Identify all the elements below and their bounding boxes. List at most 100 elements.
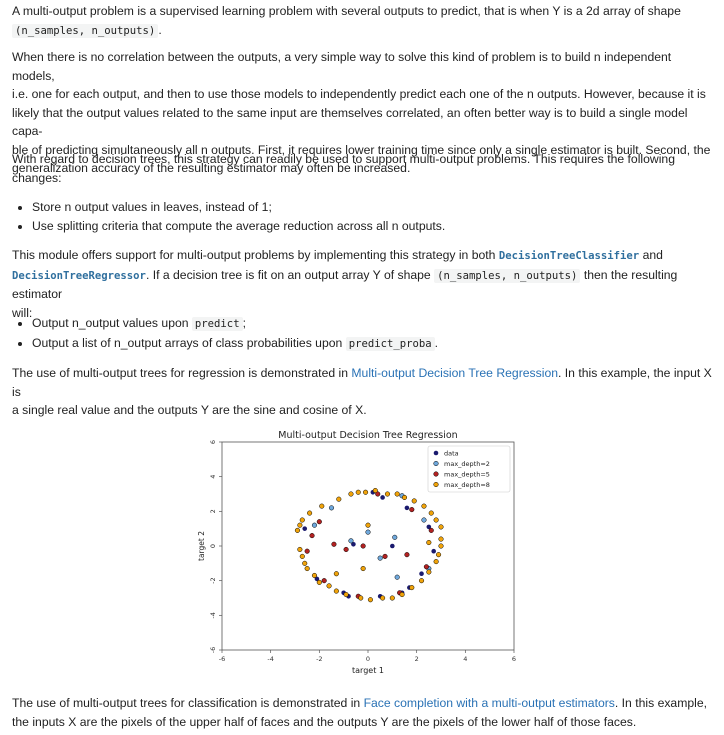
scatter-point <box>428 527 434 533</box>
scatter-point <box>426 569 432 575</box>
scatter-point <box>326 583 332 589</box>
text-line: generalization accuracy of the resulting… <box>12 161 411 175</box>
y-tick-label: -2 <box>209 577 217 583</box>
scatter-point <box>438 543 444 549</box>
y-axis-label: target 2 <box>197 531 206 561</box>
scatter-point <box>394 491 400 497</box>
paragraph-text: . If a decision tree is fit on an output… <box>145 267 431 282</box>
x-tick-label: 0 <box>366 655 370 663</box>
y-tick-label: -6 <box>209 647 217 653</box>
legend-marker <box>433 471 439 477</box>
x-tick-label: -4 <box>267 655 273 663</box>
legend-box <box>427 445 511 493</box>
y-tick-label: 6 <box>209 440 217 444</box>
scatter-point <box>411 498 417 504</box>
list-item: Store n output values in leaves, instead… <box>32 198 714 217</box>
scatter-point <box>426 539 432 546</box>
scatter-point <box>389 595 395 601</box>
paragraph-text: . In this example, <box>614 696 708 710</box>
text-line: i.e. one for each output, and then to us… <box>12 87 706 101</box>
scatter-point <box>360 565 366 572</box>
paragraph-text: then the resulting estimator <box>12 267 678 302</box>
scatter-point <box>421 503 427 509</box>
scatter-point <box>419 571 424 577</box>
paragraph-text: The use of multi-output trees for regres… <box>12 366 348 380</box>
scatter-point <box>331 541 337 547</box>
legend-label: max_depth=5 <box>444 471 490 479</box>
scatter-point <box>433 517 439 523</box>
paragraph-text: and <box>642 248 663 262</box>
paragraph-classification-example: The use of multi-output trees for classi… <box>12 694 714 731</box>
chart-legend: data max_depth=2 max_depth=5 max_depth=8 <box>427 445 511 493</box>
scatter-point <box>294 527 300 533</box>
scatter-point <box>423 564 429 570</box>
scatter-point <box>390 543 395 549</box>
scatter-point <box>394 574 400 580</box>
scatter-point <box>360 543 366 549</box>
legend-label: data <box>444 450 459 458</box>
face-completion-link[interactable]: Face completion with a multi-output esti… <box>363 696 615 710</box>
multi-output-regression-link[interactable]: Multi-output Decision Tree Regression <box>351 366 558 380</box>
text-line: changes: <box>12 170 62 185</box>
scatter-point <box>299 553 305 559</box>
paragraph-text: . In this example, the input X is <box>12 366 712 399</box>
scatter-point <box>418 578 425 584</box>
paragraph-text: A multi-output problem is a supervised l… <box>12 4 681 18</box>
scatter-point <box>384 491 391 497</box>
scatter-point <box>438 524 444 530</box>
scatter-point <box>302 526 308 531</box>
x-tick-label: 6 <box>512 655 516 663</box>
inline-code: (n_samples, n_outputs) <box>434 268 581 283</box>
y-tick-label: 4 <box>209 475 217 479</box>
scatter-point <box>380 595 386 601</box>
scatter-point <box>380 495 385 500</box>
text-line: a single real value and the outputs Y ar… <box>12 403 367 417</box>
text-line: the inputs X are the pixels of the upper… <box>12 714 637 729</box>
scatter-point <box>399 591 405 598</box>
punctuation: . <box>434 335 438 350</box>
scatter-point <box>333 571 339 577</box>
x-tick-label: 4 <box>463 655 467 663</box>
y-tick-label: -4 <box>209 612 217 618</box>
paragraph-text: This module offers support for multi-out… <box>12 248 496 262</box>
scatter-point <box>351 541 356 547</box>
text-line: When there is no correlation between the… <box>12 50 672 83</box>
x-tick-label: -6 <box>219 655 225 663</box>
inline-code: predict <box>191 317 243 331</box>
scatter-point <box>297 522 303 528</box>
list-item: Use splitting criteria that compute the … <box>32 217 714 236</box>
list-item: Output n_output values upon predict; <box>32 314 714 334</box>
text-line: ble of predicting simultaneously all n o… <box>12 142 711 157</box>
legend-marker <box>433 460 439 467</box>
scatter-point <box>321 578 327 584</box>
scatter-point <box>304 565 310 572</box>
list-item-text: Output n_output values upon <box>32 316 189 330</box>
scatter-point <box>328 505 335 511</box>
scatter-point <box>438 536 444 542</box>
paragraph-decision-trees: With regard to decision trees, this stra… <box>12 150 714 187</box>
scatter-point <box>377 555 383 561</box>
scatter-point <box>428 510 434 516</box>
x-axis-label: target 1 <box>352 666 384 675</box>
scatter-point <box>382 553 388 559</box>
scatter-point <box>358 595 364 601</box>
paragraph-regression-example: The use of multi-output trees for regres… <box>12 364 714 420</box>
scatter-point <box>409 507 415 513</box>
scatter-point <box>365 529 371 535</box>
scatter-point <box>404 505 410 511</box>
scatter-point <box>372 487 378 494</box>
scatter-chart: Multi-output Decision Tree Regression -6… <box>197 430 516 675</box>
legend-marker <box>433 450 439 456</box>
scatter-point <box>436 552 442 558</box>
text-line: likely that the output values related to… <box>12 105 688 139</box>
paragraph-intro: A multi-output problem is a supervised l… <box>12 2 714 40</box>
scatter-point <box>404 552 410 558</box>
list-item-text: Output a list of n_output arrays of clas… <box>32 335 343 350</box>
chart-title: Multi-output Decision Tree Regression <box>278 430 457 441</box>
scatter-point <box>355 489 361 495</box>
scatter-point <box>333 588 339 594</box>
scatter-point <box>343 546 349 553</box>
scatter-point <box>316 579 322 585</box>
decision-tree-classifier-link[interactable]: DecisionTreeClassifier <box>498 250 640 262</box>
decision-tree-regressor-link[interactable]: DecisionTreeRegressor <box>12 269 146 282</box>
